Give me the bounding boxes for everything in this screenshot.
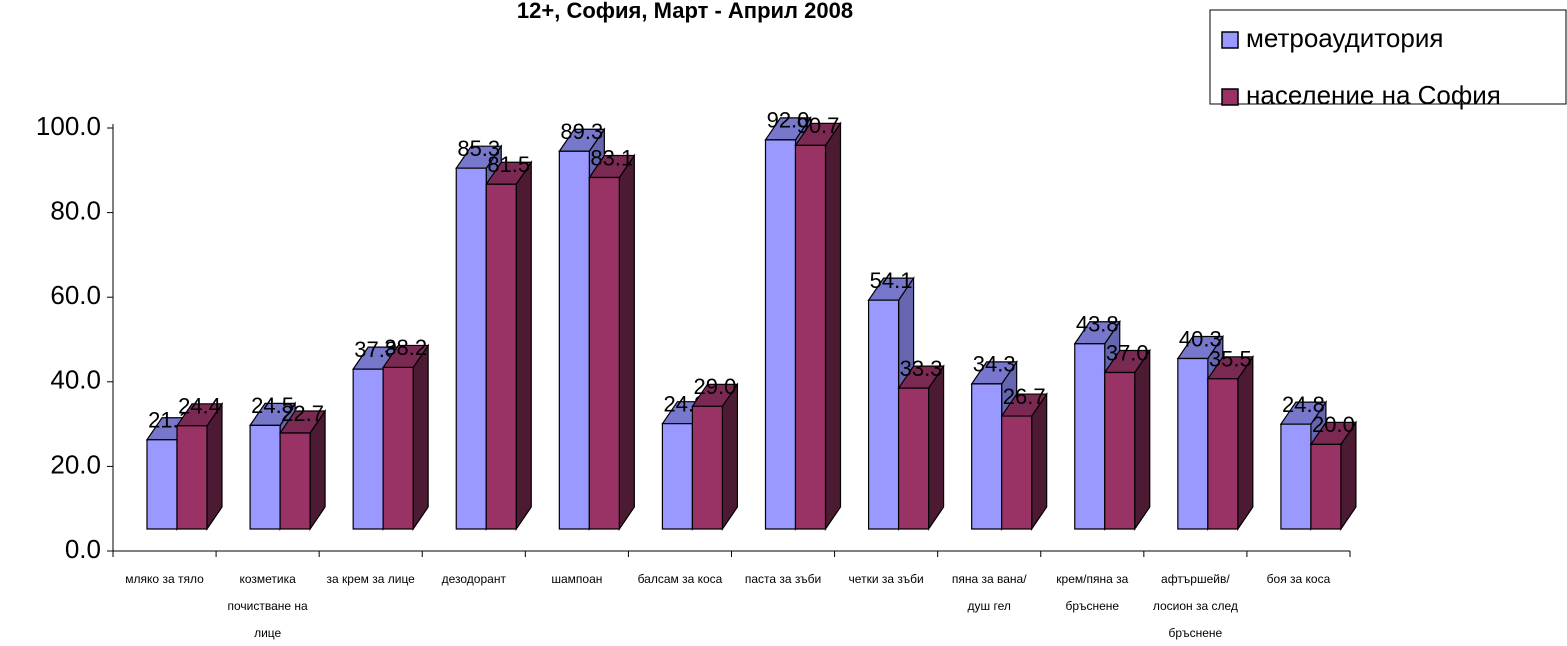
bar-front (661, 423, 694, 530)
data-label: 24.8 (1282, 392, 1325, 417)
data-label: 89.3 (560, 119, 603, 144)
x-tick-label: афтършейв/лосион за след бръснене (1152, 572, 1238, 640)
bar-side (618, 153, 635, 531)
bar (897, 364, 945, 531)
bar-front (1074, 343, 1106, 530)
bar (175, 401, 224, 531)
bar (1309, 420, 1358, 531)
bar-front (382, 366, 414, 530)
bar-front (867, 299, 900, 530)
bar-front (352, 368, 384, 530)
x-tick-label: боя за коса (1266, 572, 1331, 586)
x-tick-label: за крем за лице (326, 572, 415, 586)
bar-side (927, 364, 945, 531)
bar-side (1237, 354, 1254, 531)
bar-side (1031, 392, 1048, 531)
bar-front (764, 139, 797, 530)
data-label: 37.0 (1106, 340, 1149, 365)
bar-front (455, 167, 487, 530)
bar (278, 409, 327, 531)
bar-side (824, 121, 842, 531)
bar-front (176, 425, 208, 530)
bar-front (1001, 415, 1033, 530)
bar (1103, 348, 1151, 531)
data-label: 38.2 (384, 335, 427, 360)
y-tick-label: 100.0 (36, 111, 101, 141)
data-label: 43.8 (1076, 312, 1119, 337)
y-tick-label: 0.0 (65, 534, 101, 564)
y-tick-label: 20.0 (50, 449, 101, 479)
y-tick-label: 40.0 (50, 365, 101, 395)
bar (382, 343, 430, 531)
x-tick-label: пяна за вана/душ гел (951, 572, 1027, 613)
data-label: 85.3 (457, 136, 500, 161)
bar-front (971, 383, 1003, 530)
bar-front (1280, 423, 1312, 530)
bar-side (412, 343, 429, 531)
x-tick-label: паста за зъби (744, 572, 822, 586)
data-label: 35.5 (1209, 347, 1252, 372)
x-tick-label: балсам за коса (637, 572, 723, 586)
x-tick-label: шампоан (551, 572, 603, 586)
data-label: 24.5 (251, 393, 294, 418)
bar (691, 382, 739, 531)
bar-front (279, 432, 311, 530)
data-label: 54.1 (870, 268, 913, 293)
bar (588, 153, 636, 531)
bar-front (588, 176, 620, 530)
data-label: 26.7 (1003, 384, 1046, 409)
data-label: 90.7 (797, 113, 840, 138)
bar-front (249, 424, 281, 530)
legend-label: население на София (1246, 80, 1501, 110)
bar-front (1177, 357, 1209, 530)
bar-side (515, 160, 532, 531)
bar (485, 160, 533, 531)
legend-swatch (1221, 88, 1239, 106)
data-label: 20.0 (1312, 412, 1355, 437)
x-tick-label: мляко за тяло (125, 572, 204, 586)
data-label: 92.0 (767, 108, 810, 133)
bar (794, 121, 842, 531)
bar-front (691, 405, 724, 530)
data-label: 29.0 (694, 374, 737, 399)
y-tick-label: 80.0 (50, 195, 101, 225)
data-label: 40.3 (1179, 326, 1222, 351)
bar-front (1104, 371, 1136, 530)
bar-front (1310, 443, 1342, 530)
data-label: 33.3 (900, 356, 943, 381)
bar (1000, 392, 1048, 531)
bar-front (794, 144, 827, 530)
bar-front (1207, 378, 1239, 530)
data-label: 34.3 (973, 352, 1016, 377)
legend-box (1209, 9, 1567, 105)
bar-front (897, 387, 930, 530)
legend-swatch (1221, 31, 1239, 49)
bar (1206, 354, 1254, 531)
data-label: 83.1 (590, 145, 633, 170)
bar-front (485, 183, 517, 530)
x-tick-label: козметика почистване на лице (227, 572, 308, 640)
x-tick-label: дезодорант (441, 572, 506, 586)
data-label: 22.7 (281, 401, 324, 426)
data-label: 81.5 (487, 152, 530, 177)
chart-title: 12+, София, Март - Април 2008 (517, 0, 853, 23)
bar-front (558, 150, 590, 530)
legend-label: метроаудитория (1246, 23, 1443, 53)
bar-side (1134, 348, 1151, 531)
data-label: 24.4 (178, 394, 221, 419)
x-tick-label: крем/пяна за бръснене (1056, 572, 1129, 613)
x-tick-label: четки за зъби (848, 572, 924, 586)
bar-side (721, 382, 739, 531)
bar-front (146, 439, 178, 530)
y-tick-label: 60.0 (50, 280, 101, 310)
